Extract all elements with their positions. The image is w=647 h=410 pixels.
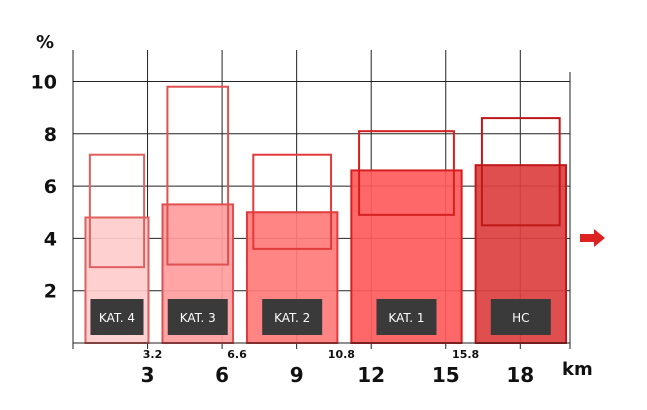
max-gradient-box-3: [252, 153, 333, 250]
y-tick-label: 6: [44, 176, 57, 198]
x-tick-label: 6: [215, 363, 229, 387]
category-badge: [262, 299, 323, 335]
max-gradient-box-1: [88, 153, 146, 269]
x-tick-label: 18: [506, 363, 534, 387]
x-tick-label: 12: [357, 363, 385, 387]
y-tick-label: 4: [44, 228, 57, 250]
y-axis-unit: %: [36, 32, 54, 53]
category-badge: [90, 299, 144, 335]
category-label: KAT. 2: [274, 311, 310, 325]
category-badge: [376, 299, 437, 335]
x-tick-label: 9: [290, 363, 304, 387]
y-tick-label: 10: [31, 72, 57, 94]
x-minor-tick-label: 10.8: [328, 348, 355, 361]
category-label: HC: [512, 311, 529, 325]
category-label: KAT. 3: [180, 311, 216, 325]
max-gradient-box-2: [166, 85, 230, 266]
max-gradient-box-4: [358, 130, 455, 216]
category-label: KAT. 4: [99, 311, 135, 325]
max-gradient-box-5: [480, 117, 561, 227]
x-minor-tick-label: 15.8: [452, 348, 479, 361]
x-tick-label: 15: [432, 363, 460, 387]
x-axis-unit: km: [562, 359, 593, 380]
y-tick-label: 8: [44, 124, 57, 146]
category-badge: [490, 299, 551, 335]
x-minor-tick-label: 6.6: [227, 348, 247, 361]
category-label: KAT. 1: [388, 311, 424, 325]
category-badge: [167, 299, 228, 335]
y-tick-label: 2: [44, 281, 57, 303]
axes: [72, 50, 570, 349]
x-minor-tick-label: 3.2: [143, 348, 163, 361]
bars: KAT. 4 KAT. 3 KAT. 2 KAT. 1 HC: [84, 85, 568, 344]
labels: 2 4 6 8 10 3 6 9 12 15 18 3.2 6.6 10.8 15.8: [31, 72, 535, 388]
right-arrow-icon: [580, 229, 605, 247]
x-tick-label: 3: [141, 363, 155, 387]
